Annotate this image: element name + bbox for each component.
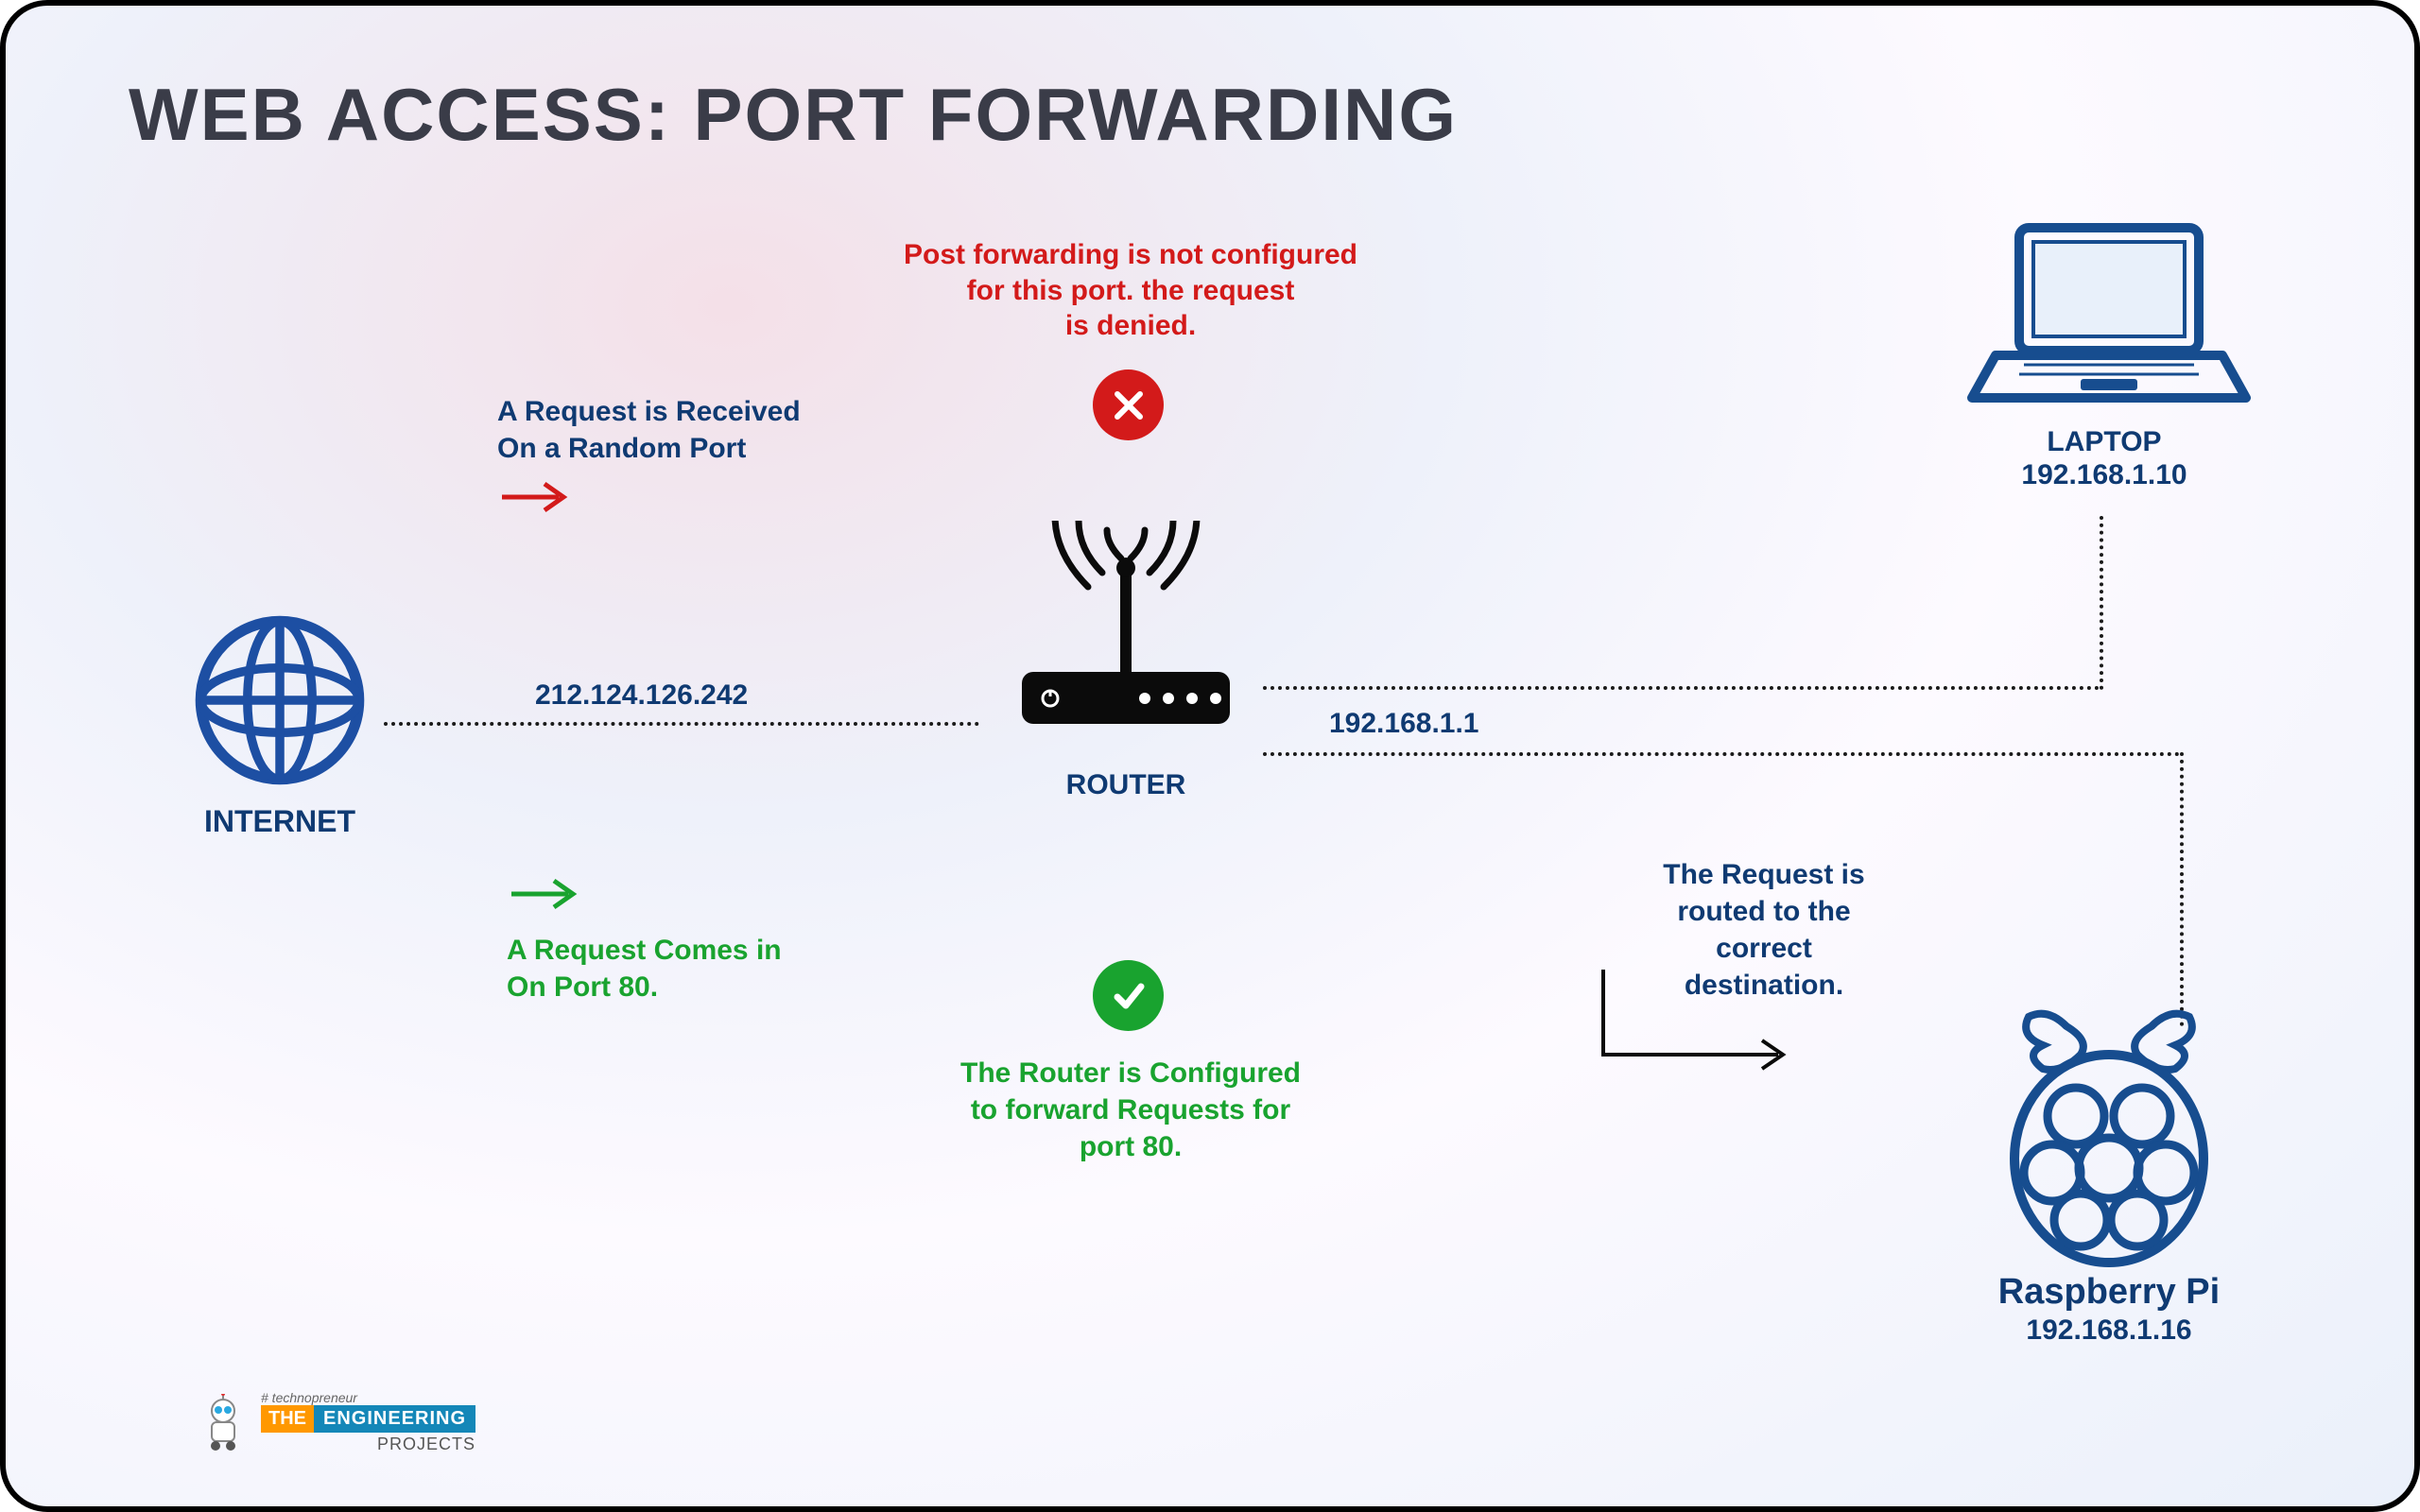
link-internet-router bbox=[384, 722, 979, 726]
raspberry-pi-icon bbox=[2000, 1003, 2218, 1272]
internet-label: INTERNET bbox=[147, 804, 412, 839]
laptop-icon bbox=[1967, 214, 2251, 426]
link-router-laptop-h bbox=[1263, 686, 2100, 690]
denied-text: Post forwarding is not configured for th… bbox=[875, 237, 1386, 344]
pi-ip: 192.168.1.16 bbox=[1967, 1314, 2251, 1347]
routed-arrow-icon bbox=[1594, 965, 1802, 1083]
arrow-green-icon bbox=[507, 875, 592, 918]
diagram-canvas: WEB ACCESS: PORT FORWARDING INTERNET 212… bbox=[0, 0, 2420, 1512]
request-random-text: A Request is Received On a Random Port bbox=[497, 393, 801, 467]
logo-proj: PROJECTS bbox=[377, 1435, 475, 1454]
router-icon bbox=[1003, 521, 1249, 752]
laptop-label: LAPTOP bbox=[1991, 426, 2218, 458]
pi-label: Raspberry Pi bbox=[1967, 1272, 2251, 1313]
logo-text: # technopreneur THE ENGINEERING PROJECTS bbox=[261, 1390, 475, 1454]
request-port80-text: A Request Comes in On Port 80. bbox=[507, 932, 782, 1005]
denied-badge-icon bbox=[1093, 369, 1164, 440]
router-configured-text: The Router is Configured to forward Requ… bbox=[923, 1055, 1339, 1165]
laptop-ip: 192.168.1.10 bbox=[1991, 459, 2218, 491]
robot-icon bbox=[195, 1394, 251, 1451]
logo-tagline: # technopreneur bbox=[261, 1390, 357, 1405]
page-title: WEB ACCESS: PORT FORWARDING bbox=[129, 72, 1458, 158]
internet-ip: 212.124.126.242 bbox=[535, 677, 748, 713]
router-label: ROUTER bbox=[1027, 769, 1225, 801]
link-router-pi-h bbox=[1263, 752, 2180, 756]
internet-icon bbox=[190, 610, 370, 795]
logo-the: THE bbox=[261, 1405, 314, 1433]
arrow-red-icon bbox=[497, 478, 582, 521]
brand-logo: # technopreneur THE ENGINEERING PROJECTS bbox=[195, 1390, 475, 1454]
link-router-laptop-v bbox=[2100, 516, 2103, 690]
logo-eng: ENGINEERING bbox=[314, 1405, 475, 1433]
router-ip: 192.168.1.1 bbox=[1329, 705, 1478, 742]
allowed-badge-icon bbox=[1093, 960, 1164, 1031]
link-router-pi-v bbox=[2180, 752, 2184, 1026]
